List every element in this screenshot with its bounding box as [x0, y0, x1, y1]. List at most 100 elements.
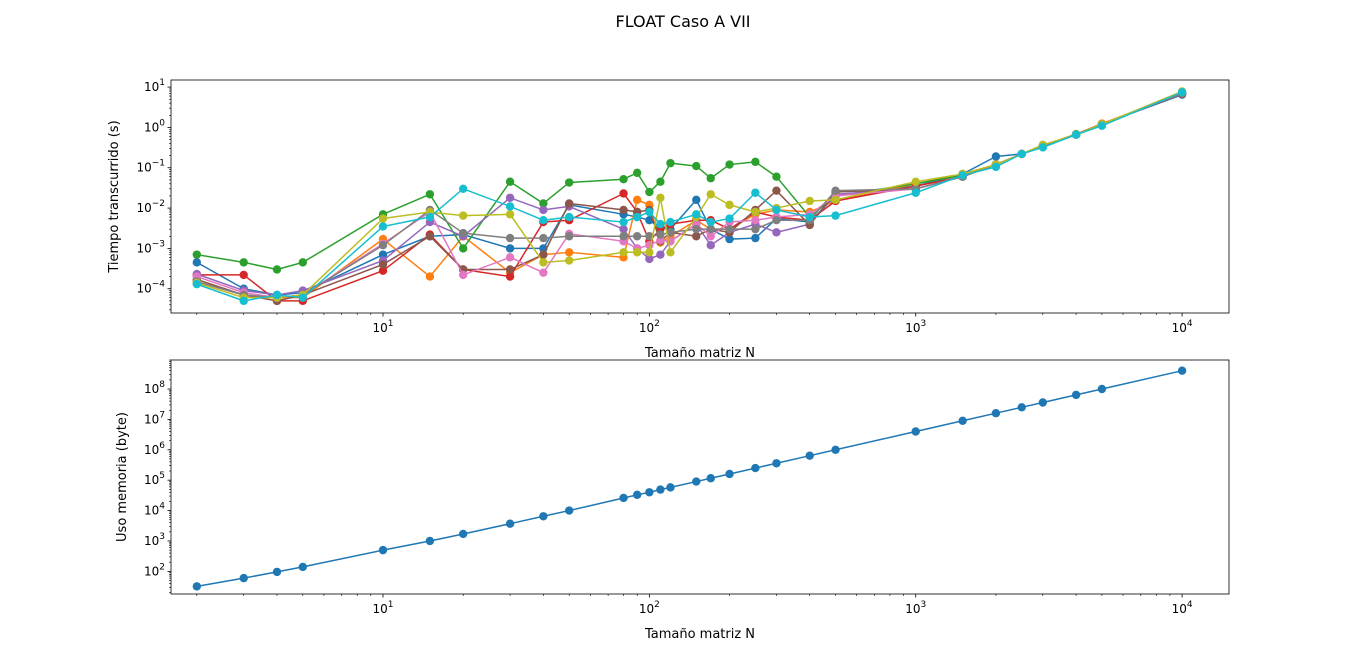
memory-series-1-point: [1017, 403, 1026, 412]
time-series-6-point: [425, 232, 435, 241]
time-series-10-point: [1097, 121, 1107, 130]
memory-series-1-point: [656, 485, 665, 494]
memory-series-1-point: [692, 477, 701, 486]
memory-y-tick-label: 104: [144, 502, 165, 518]
time-series-10-point: [619, 217, 628, 227]
time-series-3-point: [458, 244, 468, 253]
time-series-3-point: [692, 161, 701, 171]
memory-series-1-point: [911, 427, 920, 436]
time-series-9-point: [645, 248, 654, 257]
memory-series-1-point: [1038, 398, 1048, 407]
time-series-10-point: [772, 205, 781, 215]
time-series-10-point: [751, 188, 760, 197]
time-series-8-point: [725, 224, 734, 234]
time-series-3-point: [619, 175, 628, 184]
time-series-4-point: [619, 189, 628, 198]
time-series-9-point: [831, 195, 840, 205]
time-series-5-point: [772, 228, 781, 237]
time-series-1-point: [751, 233, 760, 243]
memory-series-1-point: [378, 545, 388, 555]
time-series-8-point: [772, 216, 781, 225]
time-series-3-point: [666, 158, 675, 168]
time-series-8-point: [564, 232, 574, 241]
time-y-tick-label: 101: [144, 78, 165, 94]
time-series-10-point: [632, 212, 642, 222]
time-series-5-point: [505, 193, 515, 202]
time-series-6-point: [619, 205, 628, 215]
time-plot-frame: [170, 79, 1230, 314]
time-series-3-point: [645, 187, 654, 197]
time-series-9-point: [706, 190, 715, 199]
time-series-5-point: [706, 241, 715, 250]
time-series-7-point: [751, 216, 760, 225]
time-series-10-point: [239, 296, 248, 306]
time-series-3-point: [632, 168, 642, 177]
memory-series-1-point: [298, 562, 308, 572]
time-series-2-point: [425, 272, 435, 281]
time-series-5-point: [619, 224, 628, 234]
time-plot-marks: [192, 87, 1187, 306]
time-series-6-point: [564, 199, 574, 208]
time-series-3-point: [239, 258, 248, 267]
memory-series-1-point: [991, 408, 1001, 418]
time-series-7-point: [706, 232, 715, 241]
memory-series-1-point: [805, 451, 814, 460]
time-series-8-point: [458, 228, 468, 238]
time-x-tick-label: 103: [905, 319, 926, 335]
memory-series-1-point: [645, 488, 654, 497]
time-y-tick-label: 10−4: [136, 280, 165, 296]
time-series-10-point: [666, 217, 675, 227]
time-series-10-point: [378, 222, 388, 231]
time-series-10-point: [645, 207, 654, 217]
memory-series-1-point: [539, 512, 548, 521]
time-plot-ticks: 101 102 103 104 10−4 10−3 10−2 10−1 100 101: [136, 78, 1192, 335]
time-series-9-point: [632, 248, 642, 257]
time-series-1-line: [196, 93, 1183, 296]
time-y-tick-label: 10−2: [136, 199, 165, 215]
time-series-8-point: [656, 230, 665, 239]
time-series-3-point: [725, 160, 734, 169]
time-series-10-point: [298, 293, 308, 302]
memory-series-1-point: [831, 445, 840, 454]
time-series-4-point: [239, 270, 248, 280]
time-series-9-point: [564, 256, 574, 265]
memory-series-1-point: [458, 529, 468, 539]
time-series-1-point: [692, 195, 701, 205]
time-series-9-point: [805, 196, 814, 206]
time-series-3-point: [751, 157, 760, 167]
time-series-10-point: [958, 171, 967, 180]
memory-series-1-point: [564, 506, 574, 515]
memory-series-1-point: [1177, 366, 1187, 375]
time-series-8-point: [666, 228, 675, 237]
memory-x-tick-label: 102: [639, 600, 660, 616]
memory-series-1-point: [272, 567, 282, 577]
time-x-tick-label: 101: [372, 319, 393, 335]
memory-plot-ticks: 101 102 103 104 102 103 104 105 106 107 108: [144, 359, 1193, 616]
memory-y-tick-label: 102: [144, 562, 165, 578]
time-series-1-point: [192, 258, 202, 267]
time-series-1-point: [725, 234, 734, 244]
time-series-8-point: [378, 241, 388, 250]
memory-plot-xlabel: Tamaño matriz N: [644, 627, 755, 642]
time-series-2-point: [564, 248, 574, 257]
time-series-4-point: [378, 266, 388, 275]
time-series-10-point: [706, 217, 715, 227]
time-series-4-point: [505, 272, 515, 281]
time-series-6-point: [505, 265, 515, 274]
memory-plot-marks: [192, 366, 1187, 591]
memory-series-1-point: [1097, 384, 1107, 394]
time-series-10-point: [1071, 130, 1081, 139]
time-series-10-point: [564, 212, 574, 222]
time-x-tick-label: 104: [1172, 319, 1193, 335]
memory-series-1-point: [505, 519, 515, 528]
time-series-3-point: [425, 190, 435, 199]
time-series-10-point: [805, 212, 814, 222]
time-series-10-point: [656, 219, 665, 229]
memory-series-1-point: [192, 582, 202, 591]
time-series-10-point: [425, 212, 435, 222]
time-series-3-point: [272, 265, 282, 274]
memory-plot-frame: [170, 359, 1230, 595]
time-series-10-point: [505, 202, 515, 211]
time-series-3-point: [656, 177, 665, 186]
